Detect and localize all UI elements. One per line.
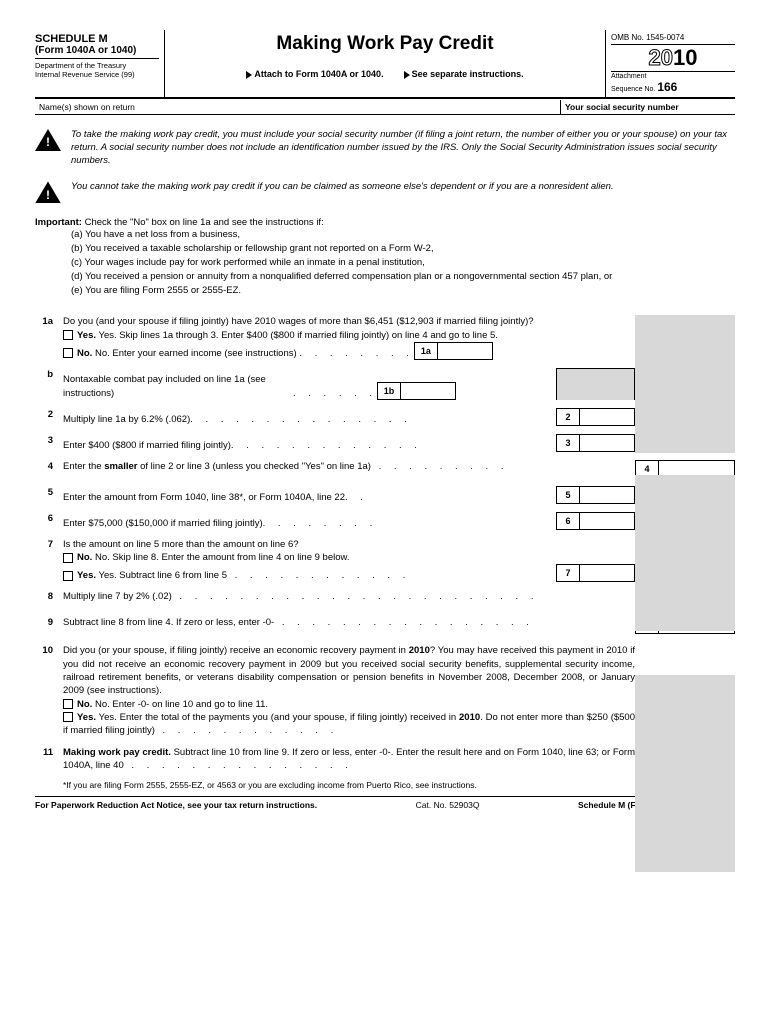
input-3[interactable] (579, 434, 635, 452)
input-1b[interactable] (400, 382, 456, 400)
footer: For Paperwork Reduction Act Notice, see … (35, 796, 735, 810)
caution-1: To take the making work pay credit, you … (35, 129, 735, 167)
sequence: AttachmentSequence No. 166 (611, 71, 735, 94)
schedule-label: SCHEDULE M (35, 33, 159, 45)
line-6: 6 Enter $75,000 ($150,000 if married fil… (35, 512, 735, 530)
line-9: 9 Subtract line 8 from line 4. If zero o… (35, 616, 735, 634)
dept-label: Department of the Treasury (35, 61, 159, 70)
input-1a[interactable] (437, 342, 493, 360)
arrow-icon (246, 71, 252, 79)
attach-text: Attach to Form 1040A or 1040. See separa… (175, 69, 595, 79)
footer-left: For Paperwork Reduction Act Notice, see … (35, 800, 317, 810)
right-grey-strip (635, 475, 735, 631)
header-right: OMB No. 1545-0074 2010 AttachmentSequenc… (605, 30, 735, 97)
form-title: Making Work Pay Credit (175, 33, 595, 55)
input-5[interactable] (579, 486, 635, 504)
line-8: 8 Multiply line 7 by 2% (.02) . . . . . … (35, 590, 735, 608)
form-header: SCHEDULE M (Form 1040A or 1040) Departme… (35, 30, 735, 99)
checkbox-7-yes[interactable] (63, 571, 73, 581)
important-d: (d) You received a pension or annuity fr… (71, 270, 735, 284)
caution-2: You cannot take the making work pay cred… (35, 181, 735, 203)
ssn-field[interactable]: Your social security number (560, 100, 735, 114)
important-a: (a) You have a net loss from a business, (71, 228, 735, 242)
line-5: 5 Enter the amount from Form 1040, line … (35, 486, 735, 504)
important-section: Important: Check the "No" box on line 1a… (35, 217, 735, 297)
input-6[interactable] (579, 512, 635, 530)
checkbox-1a-yes[interactable] (63, 330, 73, 340)
form-label: (Form 1040A or 1040) (35, 45, 159, 59)
caution-1-text: To take the making work pay credit, you … (71, 129, 735, 167)
checkbox-10-yes[interactable] (63, 712, 73, 722)
right-grey-strip (635, 315, 735, 453)
line-2: 2 Multiply line 1a by 6.2% (.062) . . . … (35, 408, 735, 426)
name-row: Name(s) shown on return Your social secu… (35, 100, 735, 115)
tax-year: 2010 (611, 45, 735, 71)
omb-number: OMB No. 1545-0074 (611, 33, 735, 45)
line-11: 11 Making work pay credit. Subtract line… (35, 746, 735, 773)
caution-icon (35, 181, 61, 203)
important-c: (c) Your wages include pay for work perf… (71, 256, 735, 270)
line-10: 10 Did you (or your spouse, if filing jo… (35, 644, 735, 737)
important-e: (e) You are filing Form 2555 or 2555-EZ. (71, 284, 735, 298)
right-grey-strip (635, 675, 735, 872)
caution-2-text: You cannot take the making work pay cred… (71, 181, 614, 194)
footer-center: Cat. No. 52903Q (416, 800, 480, 810)
line-3: 3 Enter $400 ($800 if married filing joi… (35, 434, 735, 452)
input-7[interactable] (579, 564, 635, 582)
line-1a: 1a Do you (and your spouse if filing joi… (35, 315, 735, 360)
form-body: 1a Do you (and your spouse if filing joi… (35, 315, 735, 772)
header-center: Making Work Pay Credit Attach to Form 10… (165, 30, 605, 97)
input-2[interactable] (579, 408, 635, 426)
important-b: (b) You received a taxable scholarship o… (71, 242, 735, 256)
checkbox-10-no[interactable] (63, 699, 73, 709)
caution-icon (35, 129, 61, 151)
line-4: 4 Enter the smaller of line 2 or line 3 … (35, 460, 735, 478)
header-left: SCHEDULE M (Form 1040A or 1040) Departme… (35, 30, 165, 97)
arrow-icon (404, 71, 410, 79)
irs-label: Internal Revenue Service (99) (35, 70, 159, 79)
checkbox-1a-no[interactable] (63, 348, 73, 358)
names-field[interactable]: Name(s) shown on return (35, 100, 560, 114)
line-7: 7 Is the amount on line 5 more than the … (35, 538, 735, 583)
line-1b: b Nontaxable combat pay included on line… (35, 368, 735, 400)
important-header: Important: Check the "No" box on line 1a… (35, 217, 735, 228)
checkbox-7-no[interactable] (63, 553, 73, 563)
